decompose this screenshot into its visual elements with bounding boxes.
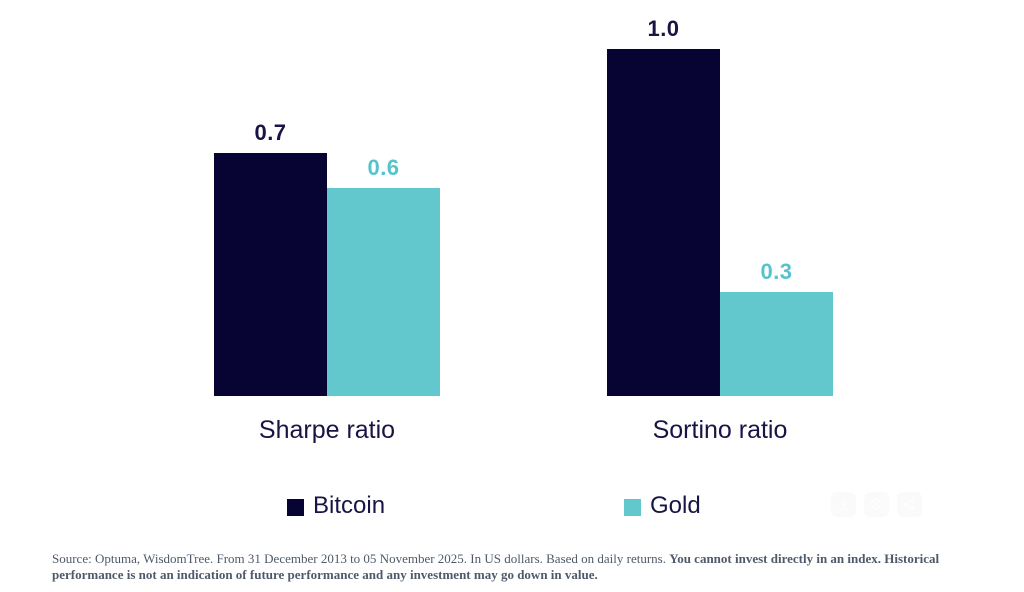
value-label-gold-sharpe-ratio: 0.6 <box>367 155 400 180</box>
bar-column-gold-sortino-ratio: 0.3 <box>720 259 833 396</box>
legend-label-bitcoin: Bitcoin <box>313 492 386 519</box>
bar-group-sortino-ratio: 1.0 0.3 <box>607 16 833 396</box>
image-hover-actions <box>831 492 922 517</box>
category-label-sortino-ratio: Sortino ratio <box>652 416 788 444</box>
bar-column-gold-sharpe-ratio: 0.6 <box>327 155 440 396</box>
share-button[interactable] <box>897 492 922 517</box>
value-label-bitcoin-sharpe-ratio: 0.7 <box>254 120 287 145</box>
category-label-sharpe-ratio: Sharpe ratio <box>258 416 396 444</box>
value-label-bitcoin-sortino-ratio: 1.0 <box>647 16 680 41</box>
gold-swatch-icon <box>624 498 641 516</box>
bar-bitcoin-sharpe-ratio <box>214 153 327 396</box>
legend-item-bitcoin: Bitcoin <box>287 492 385 520</box>
download-icon <box>839 499 848 510</box>
disclaimer-bold-text: You cannot invest directly in an index. … <box>52 551 940 582</box>
bar-column-bitcoin-sortino-ratio: 1.0 <box>607 16 720 396</box>
legend-item-gold: Gold <box>624 492 701 520</box>
bar-gold-sortino-ratio <box>720 292 833 396</box>
source-disclaimer: Source: Optuma, WisdomTree. From 31 Dece… <box>52 551 997 582</box>
bitcoin-swatch-icon <box>287 498 304 516</box>
bar-bitcoin-sortino-ratio <box>607 49 720 396</box>
value-label-gold-sortino-ratio: 0.3 <box>760 259 793 284</box>
legend-label-gold: Gold <box>650 492 701 519</box>
bar-gold-sharpe-ratio <box>327 188 440 396</box>
lens-icon <box>871 499 881 509</box>
source-text: Source: Optuma, WisdomTree. From 31 Dece… <box>52 551 670 566</box>
lens-search-button[interactable] <box>864 492 889 517</box>
share-icon <box>903 498 915 511</box>
bar-chart: 0.7 0.6 1.0 0.3 <box>214 16 833 396</box>
download-button[interactable] <box>831 492 856 517</box>
bar-column-bitcoin-sharpe-ratio: 0.7 <box>214 120 327 396</box>
bar-group-sharpe-ratio: 0.7 0.6 <box>214 120 440 396</box>
